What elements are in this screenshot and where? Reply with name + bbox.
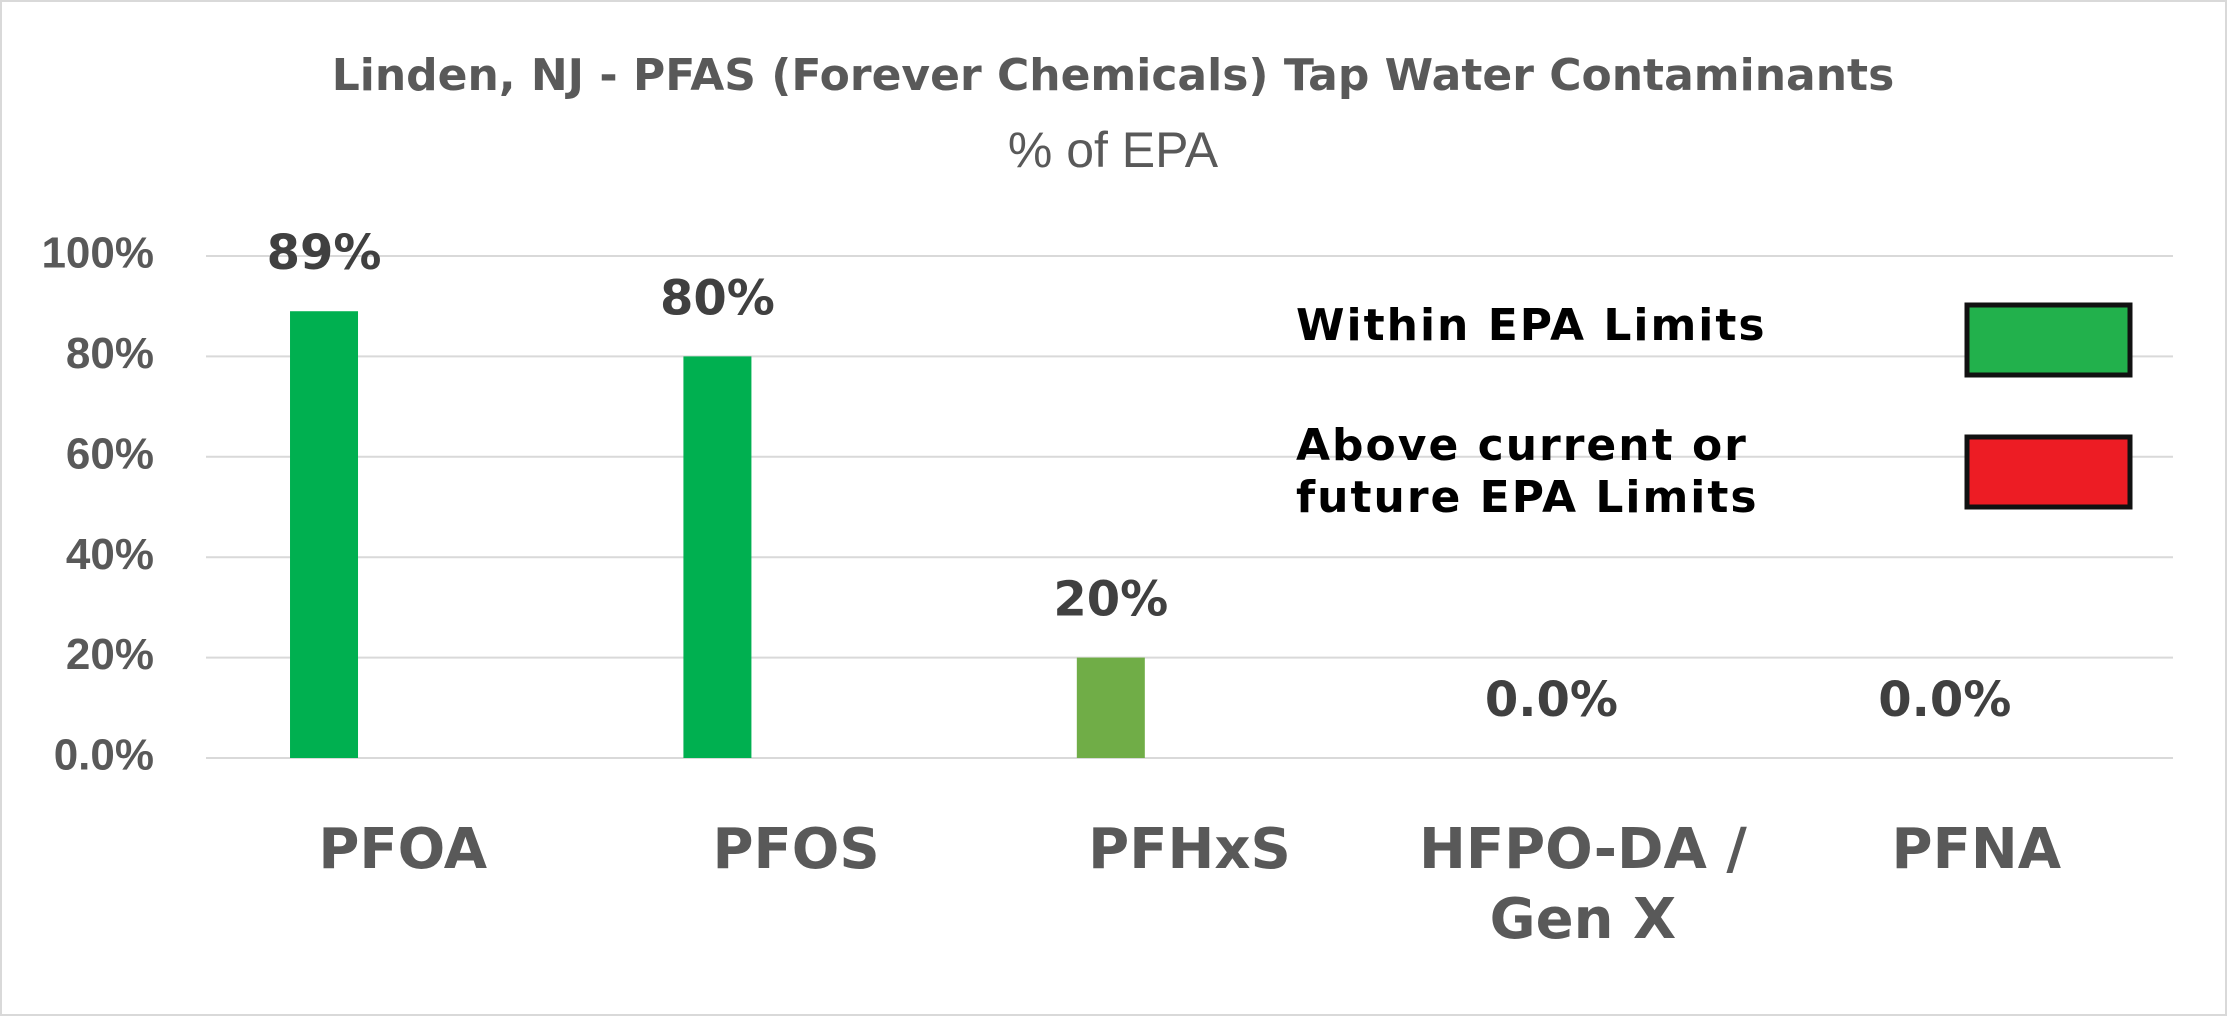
legend-swatch (1964, 434, 2133, 510)
x-tick-label-box: PFOS (712, 817, 880, 882)
x-tick-label-box: PFHxS (1088, 817, 1291, 882)
chart-subtitle: % of EPA (1008, 122, 1219, 178)
y-tick-label: 100% (41, 229, 154, 278)
legend-swatch (1964, 302, 2133, 378)
x-tick-label: HFPO-DA / Gen X (1418, 817, 1747, 952)
data-label: 89% (267, 225, 382, 281)
legend-label: Within EPA Limits (1296, 300, 1767, 351)
bar (1076, 657, 1145, 758)
bar (290, 311, 359, 758)
data-label: 0.0% (1878, 672, 2011, 728)
y-tick-label: 60% (66, 429, 154, 478)
x-tick-label: PFHxS (1088, 817, 1291, 882)
chart-title: Linden, NJ - PFAS (Forever Chemicals) Ta… (332, 50, 1895, 101)
bar (683, 356, 752, 758)
y-tick-label: 0.0% (54, 731, 154, 780)
data-label: 20% (1053, 572, 1168, 628)
x-tick-label: PFOS (712, 817, 880, 882)
y-tick-label: 40% (66, 530, 154, 579)
x-tick-label-box: HFPO-DA / Gen X (1418, 817, 1747, 952)
data-label: 80% (660, 270, 775, 326)
legend-label-box: Within EPA Limits (1296, 300, 1767, 351)
legend-label: Above current or future EPA Limits (1296, 420, 1759, 523)
y-tick-label: 20% (66, 630, 154, 679)
y-tick-label: 80% (66, 329, 154, 378)
x-tick-label: PFNA (1891, 817, 2062, 882)
x-tick-label-box: PFOA (318, 817, 488, 882)
legend-label-box: Above current or future EPA Limits (1296, 420, 1759, 523)
x-tick-label: PFOA (318, 817, 488, 882)
x-tick-label-box: PFNA (1891, 817, 2062, 882)
data-label: 0.0% (1485, 672, 1618, 728)
